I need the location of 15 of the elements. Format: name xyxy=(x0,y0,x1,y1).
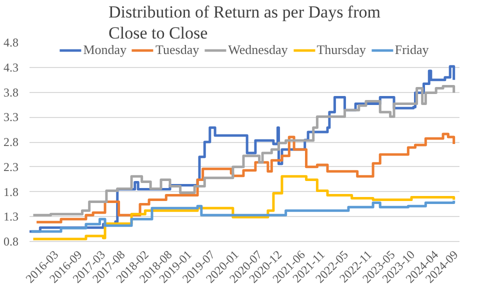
legend-label: Tuesday xyxy=(156,42,200,58)
chart-title: Distribution of Return as per Days from Close to Close xyxy=(108,2,380,42)
legend-label: Friday xyxy=(394,42,429,58)
y-tick-label: 4.3 xyxy=(4,60,18,74)
y-tick-label: 2.3 xyxy=(4,160,18,174)
y-tick-label: 1.3 xyxy=(4,210,18,224)
y-tick-label: 3.8 xyxy=(4,85,18,100)
y-tick-label: 3.3 xyxy=(4,110,18,124)
legend-label: Thursday xyxy=(316,42,366,58)
y-tick-label: 1.8 xyxy=(4,184,18,199)
legend-label: Wednesday xyxy=(228,42,288,58)
y-tick-label: 2.8 xyxy=(4,135,18,149)
y-tick-label: 0.8 xyxy=(4,234,18,248)
legend-label: Monday xyxy=(83,42,127,58)
y-tick-label: 4.8 xyxy=(4,36,18,50)
